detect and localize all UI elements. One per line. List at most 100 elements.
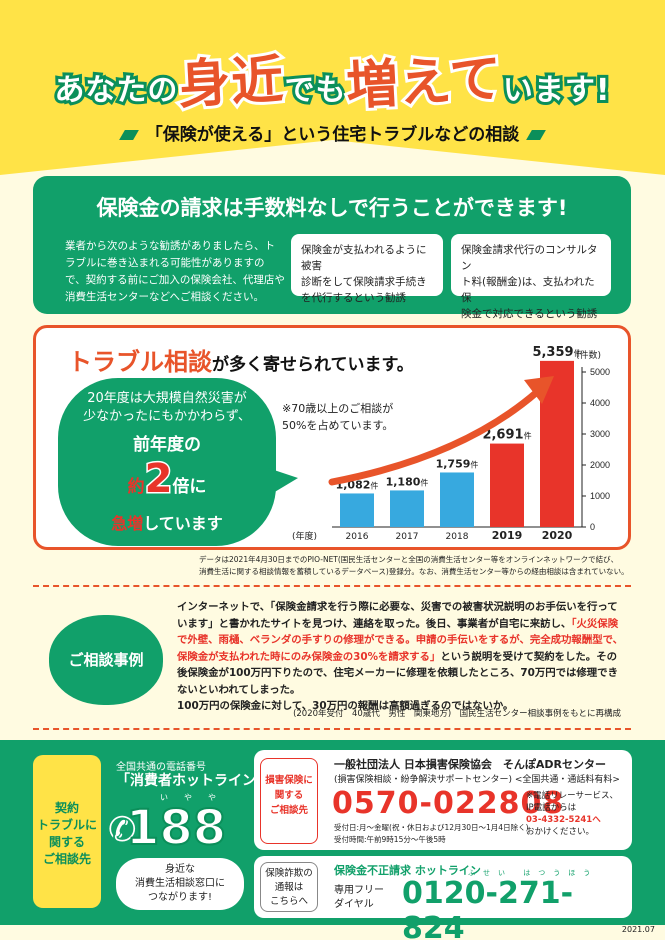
case-p2: という説明を受けて契約をした。その後保険金が100万円下りたので、住宅メーカーに…	[177, 650, 618, 696]
hours-line: 受付日:月～金曜(祝・休日および12月30日～1月4日除く)	[334, 823, 529, 832]
case-section: ご相談事例 インターネットで、「保険金請求を行う際に必要な、災害での被害状況説明…	[33, 585, 631, 730]
insurance-contact-panel: 損害保険に 関する ご相談先 一般社団法人 日本損害保険協会 そんぽADRセンター …	[254, 750, 632, 850]
bubble-two: 2	[143, 455, 174, 504]
case-p1-red: 「火災保険で外壁、雨樋、ベランダの手すりの修理ができる。申請の手伝いをするが、完…	[177, 617, 623, 663]
cloud-line: つながります!	[147, 892, 212, 903]
trouble-section: トラブル相談が多く寄せられています。 20年度は大規模自然災害が 少なかったにもか…	[33, 325, 631, 550]
bar-value-label: 2,691件	[482, 428, 531, 443]
chart-note: ※70歳以上のご相談が 50%を占めています。	[282, 400, 393, 434]
card-line: 診断をして保険請求手続き	[301, 276, 427, 288]
footnote-line: 消費生活に関する相談情報を蓄積しているデータベース)登録分。なお、消費生活センタ…	[199, 567, 629, 576]
ip-line: おかけください。	[526, 827, 595, 837]
subtitle-text: 「保険が使える」という住宅トラブルなどの相談	[145, 125, 520, 145]
bubble-increase: 急増しています	[58, 510, 276, 534]
case-text: インターネットで、「保険金請求を行う際に必要な、災害での被害状況説明のお手伝いを…	[177, 599, 625, 715]
bubble-bai: 倍に	[172, 477, 207, 497]
y-tick-label: 1000	[590, 491, 610, 501]
hotline-label: 全国共通の電話番号	[116, 762, 206, 773]
notice-line: ラブルに巻き込まれる可能性がありますの	[65, 257, 265, 269]
cloud-line: 消費生活相談窓口に	[135, 878, 225, 889]
speech-bubble: 20年度は大規模自然災害が 少なかったにもかかわらず、 前年度の 約2倍に 急増し…	[58, 378, 276, 546]
hours-line: 受付時間:午前9時15分～午後5時	[334, 835, 446, 844]
fraud-phone-number[interactable]: 0120-271-824	[402, 876, 574, 940]
contact-label-line: トラブルに	[36, 818, 97, 832]
contact-label-line: 契約	[54, 801, 79, 815]
notice-card-1: 保険金が支払われるように被害 診断をして保険請求手続き を代行するという勧誘	[291, 234, 443, 304]
bar	[340, 493, 374, 527]
bar	[390, 490, 424, 527]
hotline-ruby: いやや	[160, 793, 232, 802]
freedial-line: 専用フリー	[334, 885, 384, 896]
headline-pre: あなたの	[51, 70, 180, 111]
footnote-line: データは2021年4月30日までのPIO-NET(国民生活センターと全国の消費生…	[199, 555, 619, 564]
insurance-phone-number[interactable]: 0570-022808	[332, 786, 565, 821]
ip-line: ※電話リレーサービス、	[526, 791, 618, 801]
tag-line: 損害保険に	[265, 775, 313, 786]
subtitle: 「保険が使える」という住宅トラブルなどの相談	[0, 120, 665, 145]
x-tick-label: 2018	[446, 532, 469, 542]
notice-line: 業者から次のような勧誘がありましたら、ト	[65, 240, 275, 252]
bubble-line3: 前年度の	[133, 435, 201, 455]
x-axis-label: (年度)	[292, 530, 317, 542]
insurance-tag: 損害保険に関するご相談先	[260, 758, 318, 844]
x-tick-label: 2017	[396, 532, 419, 542]
x-tick-label: 2019	[492, 529, 523, 542]
bubble-intro: 20年度は大規模自然災害が 少なかったにもかかわらず、	[58, 390, 276, 426]
fraud-title: 保険金不正請求 ホットライン	[334, 864, 481, 877]
document-date: 2021.07	[621, 925, 655, 934]
reception-hours: 受付日:月～金曜(祝・休日および12月30日～1月4日除く) 受付時間:午前9時1…	[334, 822, 529, 846]
headline-big2: 増えて	[342, 46, 507, 120]
ip-phone-note: ※電話リレーサービス、 IP電話からは 03-4332-5241へ おかけください。	[526, 790, 618, 838]
hotline-title: 「消費者ホットライン」	[116, 773, 270, 789]
bar-value-label: 5,359件	[532, 345, 581, 360]
y-tick-label: 3000	[590, 429, 610, 439]
y-tick-label: 5000	[590, 367, 610, 377]
tag-line: 関する	[274, 790, 304, 801]
bar	[440, 472, 474, 527]
notice-line: で、契約する前にご加入の保険会社、代理店や	[65, 274, 285, 286]
case-p1: インターネットで、「保険金請求を行う際に必要な、災害での被害状況説明のお手伝いを…	[177, 601, 618, 630]
cloud-line: 身近な	[165, 864, 195, 875]
headline-post: います!	[500, 70, 613, 111]
notice-title: 保険金の請求は手数料なしで行うことができます!	[96, 196, 568, 220]
tag-line: 通報は	[274, 882, 304, 893]
bubble-double: 約2倍に	[58, 455, 276, 504]
freedial-line: ダイヤル	[334, 899, 374, 910]
x-tick-label: 2016	[346, 532, 369, 542]
headline: あなたの身近でも増えています!	[0, 40, 665, 120]
y-tick-label: 2000	[590, 460, 610, 470]
fraud-contact-panel: 保険詐欺の 通報は こちらへ 保険金不正請求 ホットライン 専用フリー ダイヤル ふせ…	[254, 856, 632, 940]
card-line: 険金で対応できるという勧誘	[461, 308, 598, 320]
fraud-tag: 保険詐欺の 通報は こちらへ	[260, 862, 318, 912]
trouble-title: トラブル相談が多く寄せられています。	[68, 342, 414, 377]
chart-note-line: 50%を占めています。	[282, 419, 394, 432]
y-tick-label: 4000	[590, 398, 610, 408]
trend-arrow-head	[524, 376, 554, 404]
card-line: 保険金請求代行のコンサルタン	[461, 244, 598, 272]
card-line: を代行するという勧誘	[301, 292, 406, 304]
case-badge: ご相談事例	[49, 615, 163, 705]
chart-note-line: ※70歳以上のご相談が	[282, 402, 394, 415]
ip-phone-number[interactable]: 03-4332-5241へ	[526, 815, 601, 825]
notice-card-2: 保険金請求代行のコンサルタン ト料(報酬金)は、支払われた保 険金で対応できると…	[451, 234, 611, 320]
contact-label-line: 関する	[48, 835, 85, 849]
bubble-line: 20年度は大規模自然災害が	[87, 391, 247, 406]
notice-box: 保険金の請求は手数料なしで行うことができます! 業者から次のような勧誘がありまし…	[33, 176, 631, 320]
notice-text: 業者から次のような勧誘がありましたら、ト ラブルに巻き込まれる可能性がありますの…	[65, 238, 315, 306]
bubble-kyu: 急増	[111, 514, 144, 533]
contact-section: 契約 トラブルに 関する ご相談先 全国共通の電話番号 「消費者ホットライン」 いやや…	[0, 740, 665, 940]
tag-line: 保険詐欺の	[265, 868, 313, 879]
bubble-yaku: 約	[127, 477, 145, 497]
trend-arrow	[328, 388, 541, 486]
bubble-tail	[268, 468, 298, 496]
bar-value-label: 1,180件	[386, 475, 429, 488]
notice-line: 消費生活センターなどへご相談ください。	[65, 291, 264, 303]
trouble-title-black: が多く寄せられています。	[212, 355, 414, 375]
org-sub: (損害保険相談・紛争解決サポートセンター) <全国共通・通話料有料>	[334, 775, 620, 785]
hotline-number[interactable]: 188	[125, 799, 227, 857]
tag-line: ご相談先	[269, 805, 308, 816]
bubble-post: しています	[143, 514, 223, 533]
hotline-cloud: 身近な消費生活相談窓口に つながります!	[116, 858, 244, 910]
bar	[490, 443, 524, 527]
